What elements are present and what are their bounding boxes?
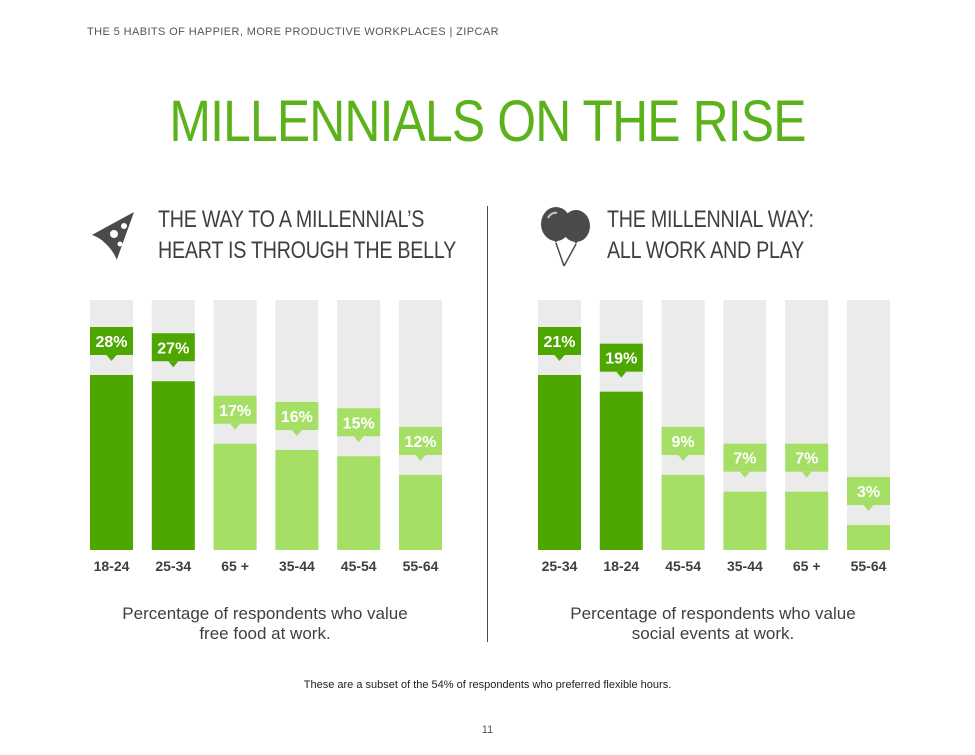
- free-food-bar-0: [90, 375, 133, 550]
- social-events-label-box-1: [599, 343, 643, 372]
- page-title: MILLENNIALS ON THE RISE: [169, 89, 806, 154]
- free-food-category-label-1: 25-34: [155, 558, 191, 574]
- social-events-data-label-4: 7%: [795, 451, 818, 468]
- social-events-category-label-1: 18-24: [603, 558, 639, 574]
- free-food-label-box-2: [213, 395, 257, 424]
- free-food-label-pointer-2: [230, 423, 241, 430]
- right-heading-line-2: ALL WORK AND PLAY: [607, 237, 805, 264]
- social-events-category-label-5: 55-64: [851, 558, 887, 574]
- social-events-category-label-4: 65 +: [793, 558, 821, 574]
- social-events-label-pointer-2: [678, 455, 689, 461]
- social-events-data-label-2: 9%: [672, 434, 695, 451]
- social-events-category-label-2: 45-54: [665, 558, 701, 574]
- social-events-label-box-5: [847, 477, 890, 505]
- free-food-label-box-0: [90, 327, 133, 355]
- social-events-label-pointer-0: [554, 355, 565, 361]
- social-events-bar-1: [599, 391, 643, 550]
- free-food-category-label-3: 35-44: [279, 558, 315, 574]
- free-food-label-box-4: [337, 408, 381, 437]
- social-events-label-pointer-3: [739, 471, 750, 478]
- free-food-data-label-5: 12%: [404, 434, 436, 451]
- social-events-bar-5: [847, 525, 890, 550]
- left-heading-line-1: THE WAY TO A MILLENNIAL’S: [158, 206, 425, 233]
- social-events-label-box-2: [661, 427, 705, 455]
- page-number: 11: [481, 724, 494, 736]
- left-chart-caption: Percentage of respondents who value free…: [90, 604, 440, 644]
- free-food-data-label-4: 15%: [343, 415, 375, 432]
- social-events-label-pointer-5: [863, 505, 874, 511]
- free-food-label-box-1: [151, 333, 195, 362]
- free-food-bar-3: [275, 450, 319, 550]
- footnote: These are a subset of the 54% of respond…: [303, 679, 672, 691]
- left-heading-line-2: HEART IS THROUGH THE BELLY: [158, 237, 457, 264]
- social-events-category-label-3: 35-44: [727, 558, 763, 574]
- free-food-category-label-4: 45-54: [341, 558, 377, 574]
- free-food-bar-4: [337, 456, 381, 550]
- social-events-bar-2: [661, 475, 705, 550]
- free-food-bar-1: [151, 381, 195, 550]
- free-food-data-label-0: 28%: [95, 334, 127, 351]
- right-heading-line-1: THE MILLENNIAL WAY:: [607, 206, 814, 233]
- social-events-label-pointer-1: [616, 371, 627, 378]
- free-food-data-label-1: 27%: [157, 340, 189, 357]
- social-events-category-label-0: 25-34: [542, 558, 578, 574]
- right-caption-line-2: social events at work.: [631, 624, 795, 643]
- free-food-label-pointer-3: [291, 430, 302, 436]
- left-panel-heading: THE WAY TO A MILLENNIAL’S HEART IS THROU…: [158, 204, 456, 266]
- social-events-data-label-5: 3%: [857, 484, 880, 501]
- social-events-bar-0: [538, 375, 581, 550]
- left-caption-line-2: free food at work.: [199, 624, 331, 643]
- balloons-icon: [538, 206, 594, 273]
- free-food-category-label-5: 55-64: [403, 558, 439, 574]
- free-food-label-box-5: [399, 427, 442, 455]
- left-caption-line-1: Percentage of respondents who value: [122, 604, 408, 623]
- social-events-label-box-0: [538, 327, 581, 355]
- free-food-label-pointer-4: [353, 436, 364, 443]
- free-food-bar-2: [213, 443, 257, 550]
- social-events-track-5: [847, 300, 890, 550]
- free-food-data-label-3: 16%: [281, 409, 313, 426]
- social-events-bar-3: [723, 491, 767, 550]
- social-events-label-box-4: [785, 443, 829, 472]
- right-caption-line-1: Percentage of respondents who value: [570, 604, 856, 623]
- free-food-data-label-2: 17%: [219, 403, 251, 420]
- free-food-bar-5: [399, 475, 442, 550]
- social-events-data-label-0: 21%: [543, 334, 575, 351]
- free-food-label-pointer-1: [168, 361, 179, 368]
- social-events-data-label-3: 7%: [733, 451, 756, 468]
- social-events-bar-4: [785, 491, 829, 550]
- free-food-label-box-3: [275, 402, 319, 430]
- free-food-label-pointer-5: [415, 455, 426, 461]
- free-food-label-pointer-0: [106, 355, 117, 361]
- social-events-label-pointer-4: [801, 471, 812, 478]
- document-header: THE 5 HABITS OF HAPPIER, MORE PRODUCTIVE…: [87, 26, 499, 38]
- social-events-label-box-3: [723, 443, 767, 472]
- right-chart-caption: Percentage of respondents who value soci…: [538, 604, 888, 644]
- free-food-category-label-0: 18-24: [94, 558, 130, 574]
- pizza-slice-icon: [86, 208, 138, 269]
- social-events-data-label-1: 19%: [605, 351, 637, 368]
- free-food-category-label-2: 65 +: [221, 558, 249, 574]
- panel-divider: [487, 206, 488, 642]
- right-panel-heading: THE MILLENNIAL WAY: ALL WORK AND PLAY: [607, 204, 814, 266]
